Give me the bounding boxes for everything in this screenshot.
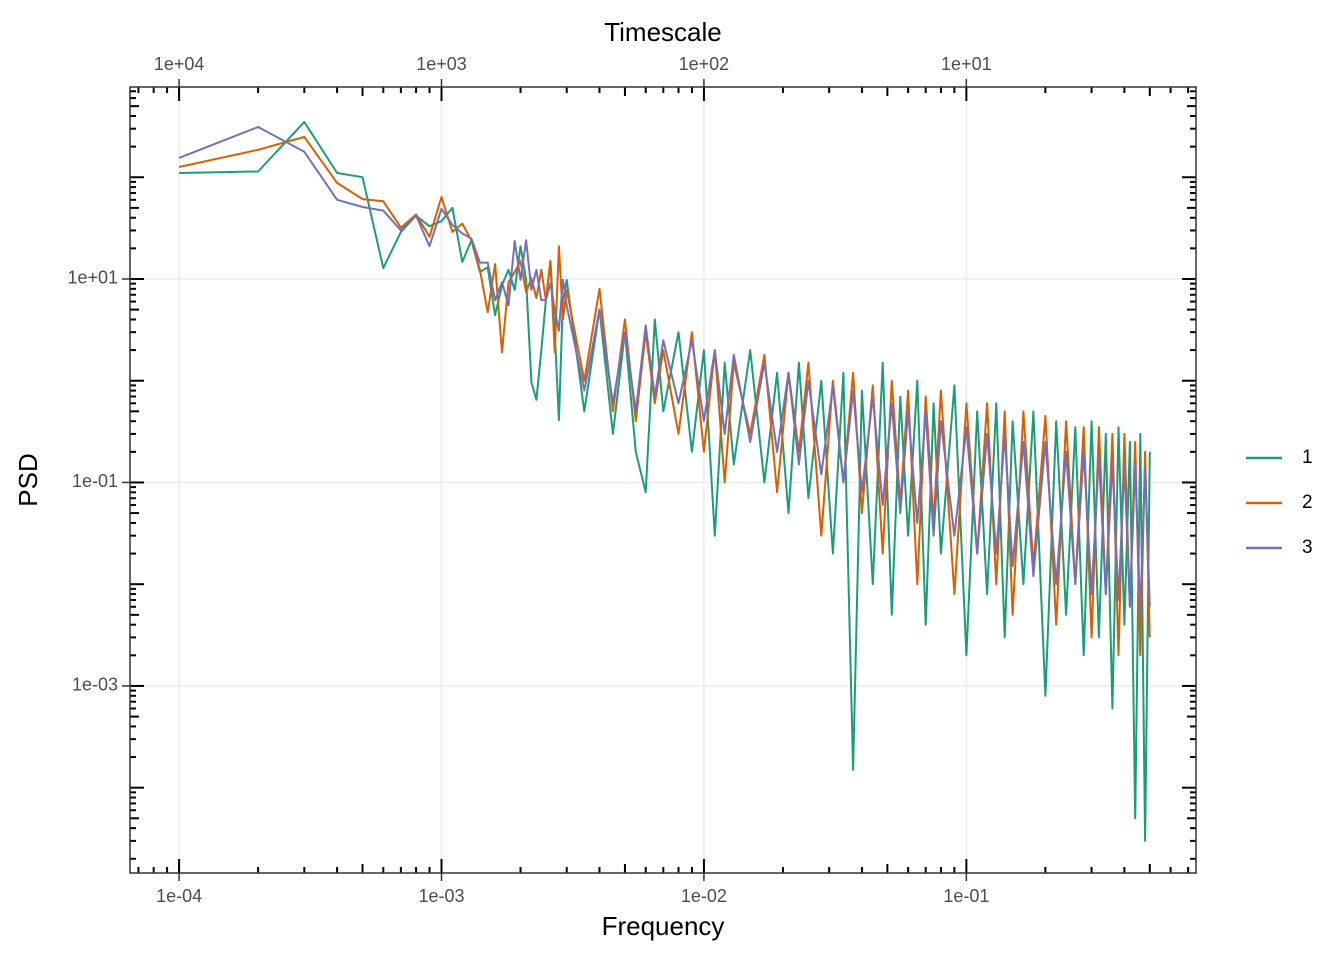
x2-tick-label: 1e+01 <box>941 54 992 74</box>
plot-lines <box>178 121 1151 842</box>
series-line <box>179 121 1151 842</box>
legend-label: 3 <box>1302 537 1313 558</box>
legend-label: 2 <box>1302 492 1313 513</box>
x-tick-label: 1e-04 <box>156 886 202 906</box>
panel-border <box>129 86 1197 874</box>
x-axis-title: Frequency <box>602 911 725 941</box>
y-tick-label: 1e+01 <box>67 268 118 288</box>
x2-tick-label: 1e+03 <box>416 54 467 74</box>
x-tick-label: 1e-03 <box>418 886 464 906</box>
top-axis-title: Timescale <box>604 17 722 47</box>
y-tick-label: 1e-03 <box>72 675 118 695</box>
x2-tick-label: 1e+04 <box>154 54 205 74</box>
x-tick-label: 1e-02 <box>681 886 727 906</box>
x-tick-label: 1e-01 <box>943 886 989 906</box>
y-axis-title: PSD <box>13 453 43 506</box>
y-tick-label: 1e-01 <box>72 471 118 491</box>
x2-tick-label: 1e+02 <box>679 54 730 74</box>
series-line <box>178 126 1151 616</box>
legend-label: 1 <box>1302 447 1313 468</box>
